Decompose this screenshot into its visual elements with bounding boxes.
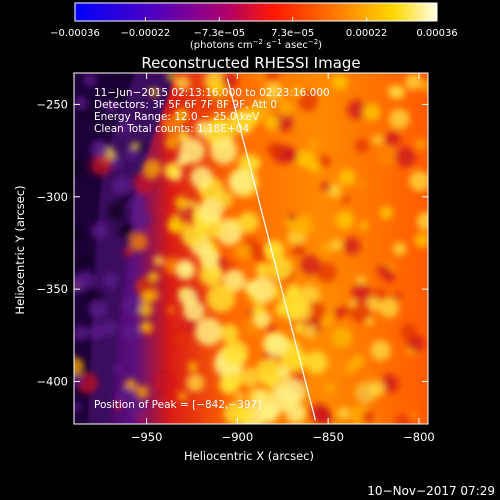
colorbar-tick-label: 7.3e−05 [271,28,314,39]
y-axis-ticks: −250 −300 −350 −400 [36,97,428,389]
x-tick-label: −850 [312,430,344,444]
x-tick-label: −900 [222,430,254,444]
peak-position-label: Position of Peak = [−842,−397] [94,399,261,411]
colorbar-tick-label: 0.00036 [416,28,457,39]
info-line-energy: Energy Range: 12.0 − 25.0 keV [94,111,260,123]
colorbar-tick-label: 0.00022 [346,28,387,39]
colorbar-tick-label: −0.00022 [121,28,171,39]
solar-limb-line [226,78,317,421]
observation-info: 11−Jun−2015 02:13:16.000 to 02:23:16.000… [94,87,330,135]
y-tick-label: −400 [36,375,68,389]
y-tick-label: −300 [36,190,68,204]
x-axis-label: Heliocentric X (arcsec) [184,449,314,463]
x-tick-label: −800 [403,430,435,444]
y-axis-label: Heliocentric Y (arcsec) [13,185,27,314]
info-line-detectors: Detectors: 3F 5F 6F 7F 8F 9F, Att 0 [94,99,277,111]
x-tick-label: −950 [131,430,163,444]
colorbar [74,2,438,22]
info-line-counts: Clean Total counts: 1.18E+04 [94,123,249,135]
colorbar-unit-label: (photons cm−2 s−1 asec−2) [190,38,322,51]
y-tick-label: −350 [36,282,68,296]
colorbar-tick-label: −7.3e−05 [194,28,246,39]
chart-title: Reconstructed RHESSI Image [141,54,360,72]
heatmap-image [74,73,428,424]
footer-timestamp: 10−Nov−2017 07:29 [367,484,495,498]
x-axis-ticks: −950 −900 −850 −800 [131,73,435,444]
y-tick-label: −250 [36,97,68,111]
plot-frame [73,72,429,425]
colorbar-ticks: −0.00036 −0.00022 −7.3e−05 7.3e−05 0.00022 0.… [50,17,458,39]
info-line-time: 11−Jun−2015 02:13:16.000 to 02:23:16.000 [94,87,330,99]
colorbar-tick-label: −0.00036 [50,28,100,39]
